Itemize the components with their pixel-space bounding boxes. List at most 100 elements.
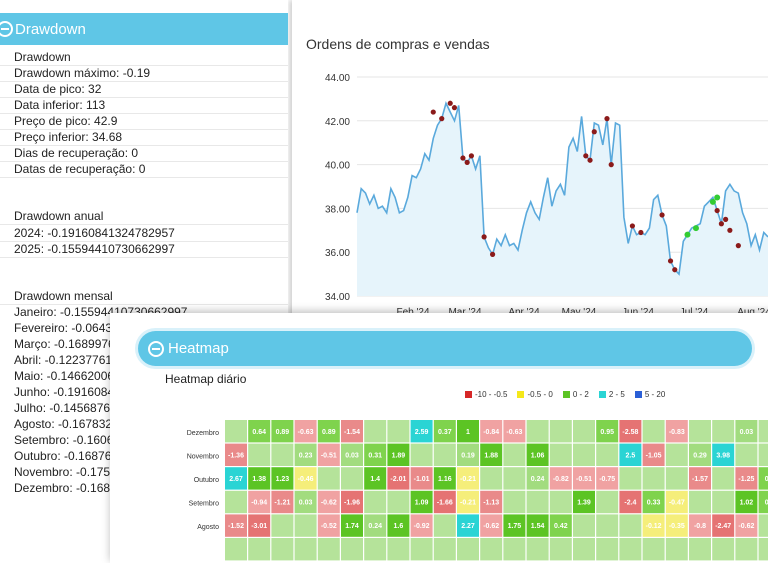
heatmap-cell[interactable] [457,538,479,561]
heatmap-cell[interactable] [271,538,294,561]
heatmap-cell[interactable] [526,420,549,443]
heatmap-cell[interactable] [294,490,317,514]
heatmap-cell[interactable] [526,490,549,514]
heatmap-cell[interactable] [503,490,526,514]
heatmap-cell[interactable] [596,538,619,561]
heatmap-cell[interactable] [410,443,433,466]
heatmap-cell[interactable] [387,538,410,561]
heatmap-cell[interactable] [480,420,503,443]
heatmap-cell[interactable] [294,467,317,490]
heatmap-cell[interactable] [364,420,387,443]
heatmap-cell[interactable] [317,420,340,443]
heatmap-cell[interactable] [433,490,456,514]
heatmap-cell[interactable] [735,490,758,514]
heatmap-cell[interactable] [549,420,572,443]
heatmap-cell[interactable] [596,420,619,443]
heatmap-cell[interactable] [549,467,572,490]
heatmap-cell[interactable] [480,490,503,514]
heatmap-cell[interactable] [549,490,572,514]
heatmap-cell[interactable] [271,490,294,514]
heatmap-cell[interactable] [410,490,433,514]
heatmap-cell[interactable] [665,443,688,466]
legend-item[interactable]: 0 - 2 [562,390,589,399]
heatmap-cell[interactable] [642,420,665,443]
heatmap-cell[interactable] [758,514,768,537]
heatmap-cell[interactable] [689,443,711,466]
heatmap-cell[interactable] [317,443,340,466]
heatmap-cell[interactable] [248,538,271,561]
heatmap-cell[interactable] [503,467,526,490]
heatmap-cell[interactable] [294,538,317,561]
heatmap-cell[interactable] [619,490,642,514]
heatmap-cell[interactable] [689,514,711,537]
heatmap-cell[interactable] [573,420,595,443]
heatmap-cell[interactable] [225,490,247,514]
heatmap-cell[interactable] [341,420,363,443]
heatmap-cell[interactable] [225,443,247,466]
heatmap-cell[interactable] [735,538,758,561]
heatmap-cell[interactable] [549,443,572,466]
heatmap-cell[interactable] [642,514,665,537]
heatmap-cell[interactable] [271,443,294,466]
heatmap-cell[interactable] [364,490,387,514]
collapse-icon[interactable] [148,340,164,357]
heatmap-cell[interactable] [457,514,479,537]
heatmap-cell[interactable] [549,514,572,537]
heatmap-cell[interactable] [364,443,387,466]
heatmap-cell[interactable] [573,514,595,537]
heatmap-cell[interactable] [341,490,363,514]
heatmap-cell[interactable] [712,420,735,443]
heatmap-cell[interactable] [665,420,688,443]
heatmap-cell[interactable] [689,467,711,490]
heatmap-cell[interactable] [364,538,387,561]
heatmap-cell[interactable] [665,538,688,561]
heatmap-cell[interactable] [758,467,768,490]
heatmap-header[interactable]: Heatmap [138,331,752,366]
heatmap-cell[interactable] [387,514,410,537]
heatmap-cell[interactable] [642,490,665,514]
orders-chart[interactable]: 44.00 42.00 40.00 38.00 36.00 34.00 Feb '24 Mar… [292,0,768,330]
heatmap-cell[interactable] [248,467,271,490]
heatmap-cell[interactable] [596,443,619,466]
heatmap-cell[interactable] [665,467,688,490]
heatmap-cell[interactable] [619,420,642,443]
heatmap-cell[interactable] [758,490,768,514]
heatmap-cell[interactable] [689,420,711,443]
heatmap-cell[interactable] [248,443,271,466]
heatmap-cell[interactable] [712,538,735,561]
heatmap-cell[interactable] [410,538,433,561]
heatmap-cell[interactable] [248,514,271,537]
heatmap-cell[interactable] [758,420,768,443]
heatmap-cell[interactable] [712,467,735,490]
heatmap-cell[interactable] [317,538,340,561]
heatmap-cell[interactable] [619,467,642,490]
heatmap-cell[interactable] [480,514,503,537]
heatmap-cell[interactable] [619,443,642,466]
heatmap-cell[interactable] [341,514,363,537]
heatmap-cell[interactable] [689,490,711,514]
heatmap-cell[interactable] [596,514,619,537]
heatmap-cell[interactable] [271,420,294,443]
heatmap-cell[interactable] [573,443,595,466]
heatmap-cell[interactable] [619,514,642,537]
heatmap-cell[interactable] [317,514,340,537]
heatmap-cell[interactable] [457,443,479,466]
heatmap-cell[interactable] [735,443,758,466]
heatmap-cell[interactable] [480,467,503,490]
heatmap-cell[interactable] [503,420,526,443]
heatmap-cell[interactable] [341,467,363,490]
heatmap-cell[interactable] [549,538,572,561]
heatmap-cell[interactable] [712,514,735,537]
heatmap-cell[interactable] [689,538,711,561]
heatmap-cell[interactable] [457,490,479,514]
heatmap-cell[interactable] [387,467,410,490]
heatmap-cell[interactable] [526,467,549,490]
heatmap-cell[interactable] [341,443,363,466]
heatmap-cell[interactable] [433,443,456,466]
heatmap-cell[interactable] [294,514,317,537]
heatmap-cell[interactable] [573,467,595,490]
legend-item[interactable]: -0.5 - 0 [517,390,553,399]
heatmap-cell[interactable] [712,443,735,466]
heatmap-cell[interactable] [248,490,271,514]
heatmap-cell[interactable] [758,443,768,466]
